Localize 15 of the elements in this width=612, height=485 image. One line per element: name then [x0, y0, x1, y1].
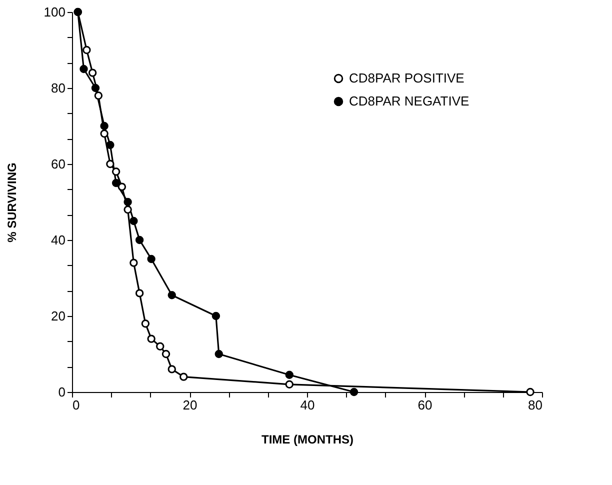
x-axis-title: TIME (MONTHS): [262, 432, 354, 446]
y-tick-label: 80: [51, 80, 66, 96]
x-tick-label: 0: [72, 398, 80, 412]
x-tick-label: 80: [528, 398, 542, 412]
x-tick-label: 40: [300, 398, 315, 412]
y-tick-label: 100: [44, 4, 66, 20]
y-tick-label: 0: [58, 384, 66, 400]
x-tick-label: 20: [182, 398, 198, 412]
legend-label: CD8PAR NEGATIVE: [349, 94, 470, 108]
y-tick-label: 60: [51, 156, 66, 172]
x-tick-label: 60: [418, 398, 432, 412]
y-tick-label: 20: [51, 308, 66, 324]
y-axis-title: % SURVIVING: [4, 162, 19, 242]
y-tick-label: 40: [51, 232, 66, 248]
legend-label: CD8PAR POSITIVE: [349, 70, 465, 86]
